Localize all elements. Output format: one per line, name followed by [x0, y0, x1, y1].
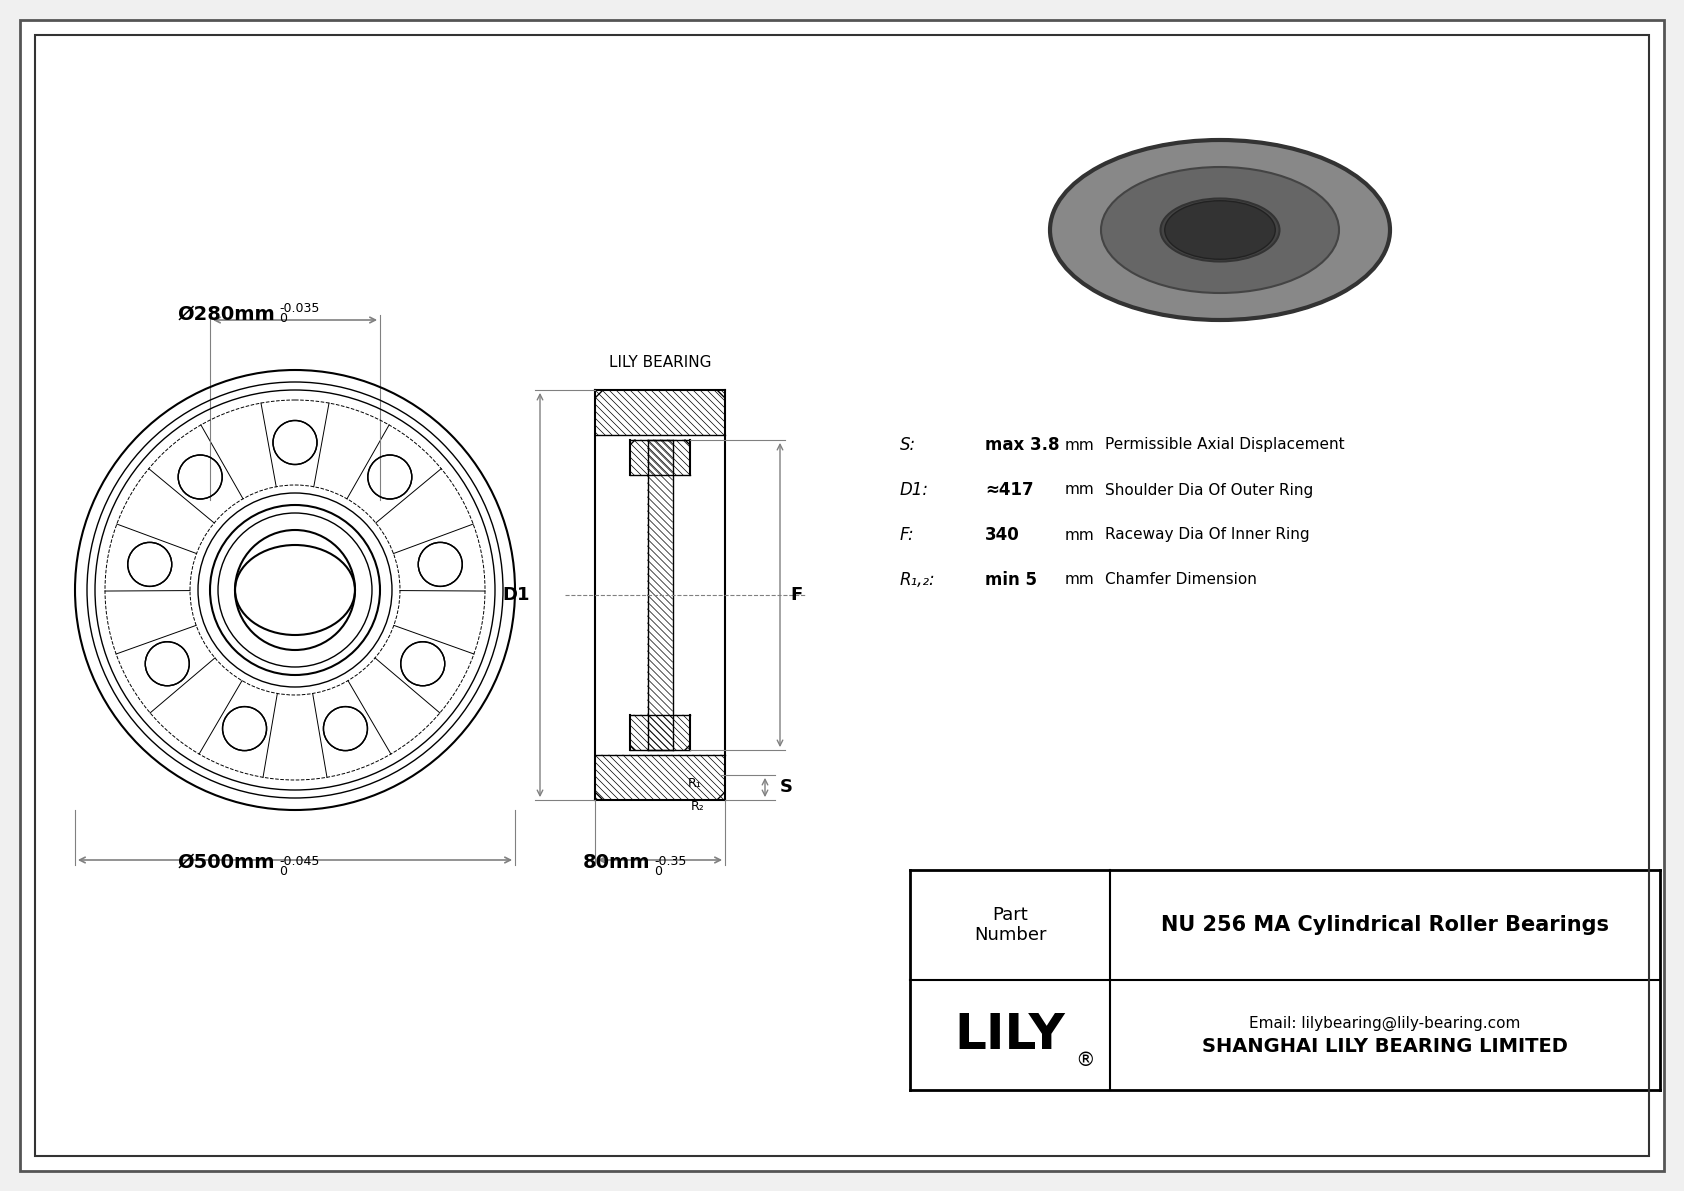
Text: 0: 0 — [653, 865, 662, 878]
Text: R₁,₂:: R₁,₂: — [899, 570, 936, 590]
Text: mm: mm — [1064, 573, 1095, 587]
Ellipse shape — [1165, 201, 1275, 260]
Text: ≈417: ≈417 — [985, 481, 1034, 499]
Text: LILY BEARING: LILY BEARING — [608, 355, 711, 370]
Text: D1:: D1: — [899, 481, 930, 499]
Text: max 3.8: max 3.8 — [985, 436, 1059, 454]
Text: -0.045: -0.045 — [280, 855, 320, 868]
Text: -0.35: -0.35 — [653, 855, 687, 868]
Text: min 5: min 5 — [985, 570, 1037, 590]
Text: Permissible Axial Displacement: Permissible Axial Displacement — [1105, 437, 1344, 453]
Text: ®: ® — [1074, 1050, 1095, 1070]
Ellipse shape — [1101, 167, 1339, 293]
Text: D1: D1 — [502, 586, 530, 604]
Text: SHANGHAI LILY BEARING LIMITED: SHANGHAI LILY BEARING LIMITED — [1202, 1037, 1568, 1056]
Text: Chamfer Dimension: Chamfer Dimension — [1105, 573, 1256, 587]
Text: mm: mm — [1064, 437, 1095, 453]
Text: Email: lilybearing@lily-bearing.com: Email: lilybearing@lily-bearing.com — [1250, 1016, 1521, 1030]
Text: Raceway Dia Of Inner Ring: Raceway Dia Of Inner Ring — [1105, 528, 1310, 542]
Text: 0: 0 — [280, 312, 286, 325]
Text: F:: F: — [899, 526, 914, 544]
Text: NU 256 MA Cylindrical Roller Bearings: NU 256 MA Cylindrical Roller Bearings — [1160, 915, 1608, 935]
Text: mm: mm — [1064, 482, 1095, 498]
Text: mm: mm — [1064, 528, 1095, 542]
Text: 340: 340 — [985, 526, 1021, 544]
Text: Ø280mm: Ø280mm — [177, 305, 274, 324]
Text: -0.035: -0.035 — [280, 303, 320, 314]
Text: R₂: R₂ — [690, 800, 706, 813]
Ellipse shape — [1051, 141, 1389, 320]
Text: 0: 0 — [280, 865, 286, 878]
Text: S:: S: — [899, 436, 916, 454]
Text: R₁: R₁ — [689, 777, 702, 790]
Text: S: S — [780, 779, 793, 797]
Text: F: F — [790, 586, 802, 604]
Ellipse shape — [1160, 199, 1280, 262]
Text: Ø500mm: Ø500mm — [177, 853, 274, 872]
Text: 80mm: 80mm — [583, 853, 650, 872]
Text: LILY: LILY — [955, 1011, 1066, 1059]
Text: Shoulder Dia Of Outer Ring: Shoulder Dia Of Outer Ring — [1105, 482, 1314, 498]
Text: Part
Number: Part Number — [973, 905, 1046, 944]
